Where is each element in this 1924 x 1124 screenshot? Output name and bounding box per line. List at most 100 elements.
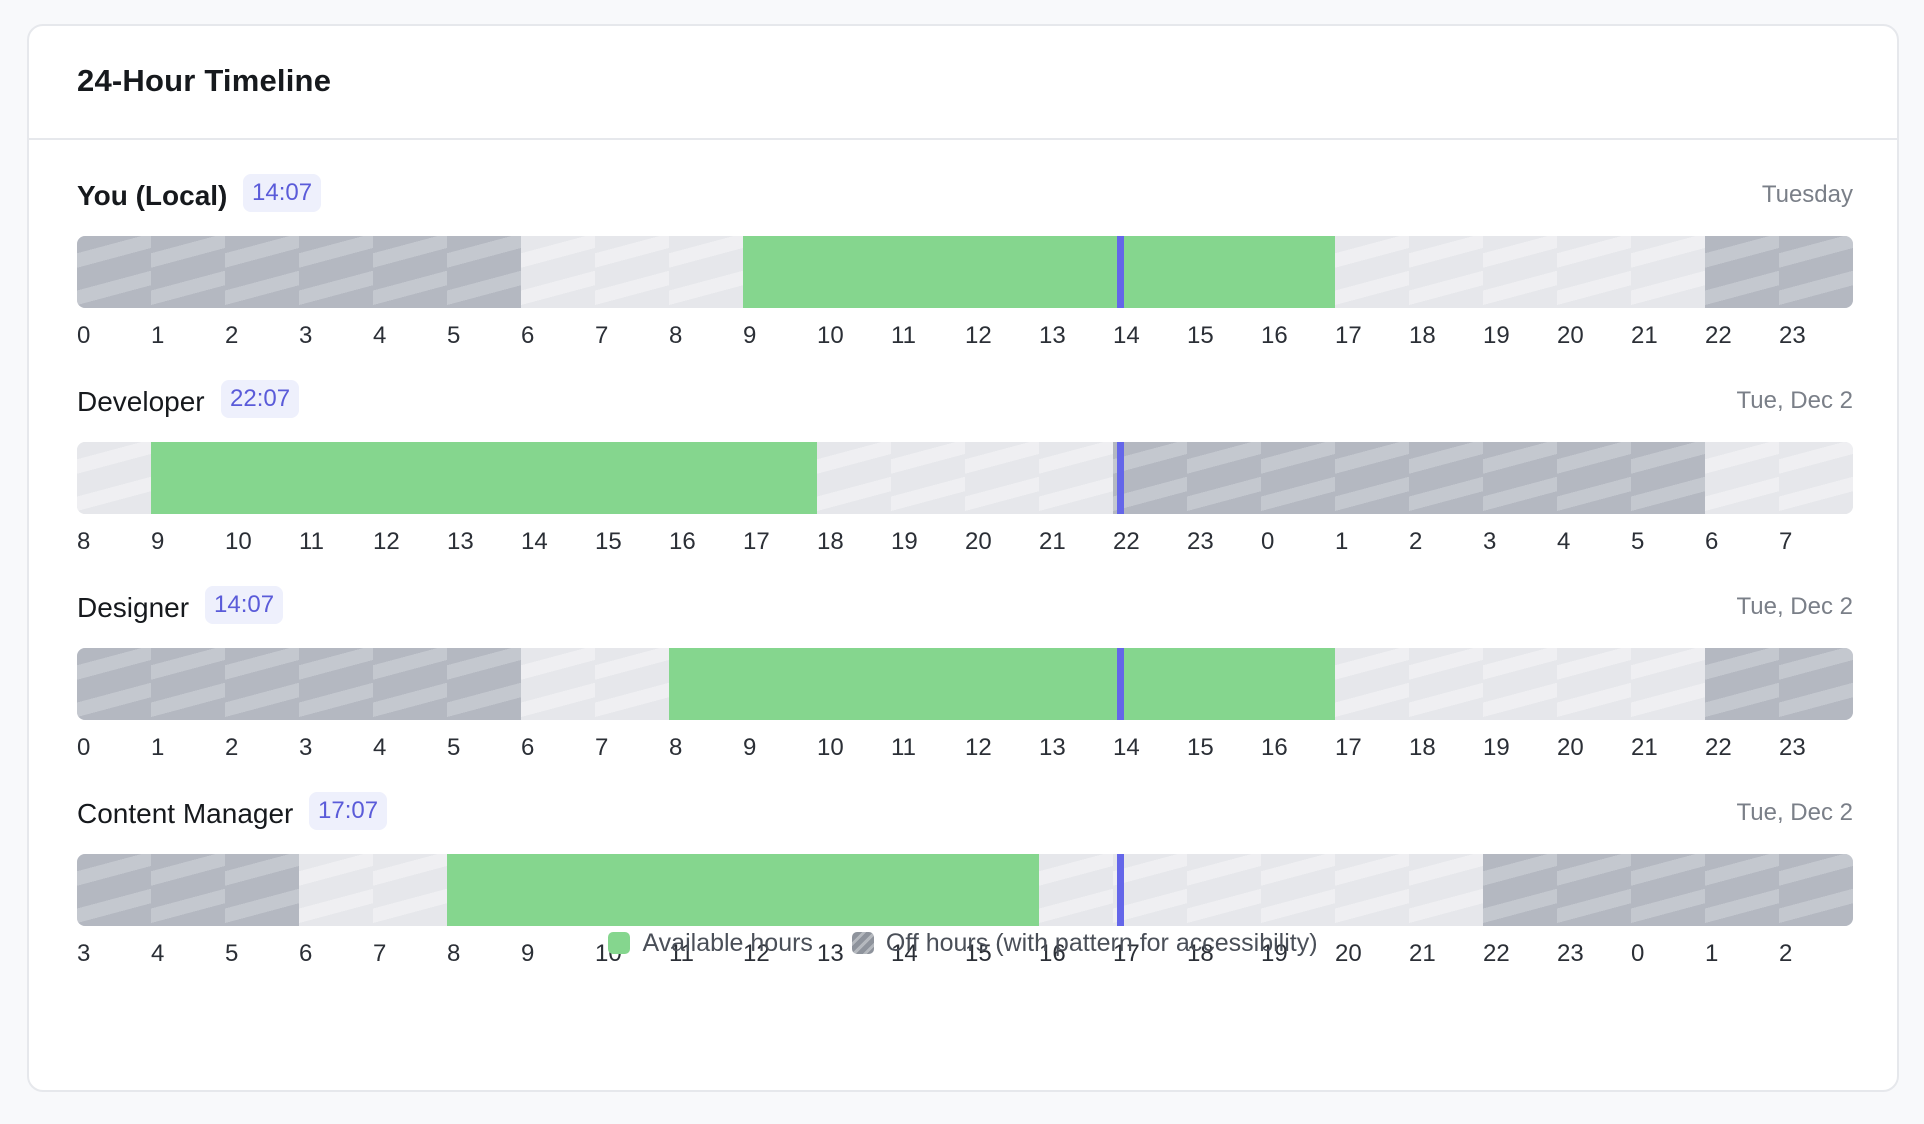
hour-cell-neutral xyxy=(1779,442,1853,514)
hour-tick-label: 13 xyxy=(1039,734,1066,761)
zone-day: Tue, Dec 2 xyxy=(1736,799,1854,826)
hour-tick-label: 21 xyxy=(1039,528,1066,555)
zone-name: You (Local) xyxy=(77,180,228,211)
zone-day: Tuesday xyxy=(1761,181,1853,208)
hour-tick-label: 20 xyxy=(965,528,992,555)
hour-cell-off xyxy=(1779,854,1853,926)
hour-tick-label: 13 xyxy=(447,528,474,555)
hour-cell-avail xyxy=(1187,648,1262,720)
hour-tick-label: 22 xyxy=(1113,528,1140,555)
hour-tick-label: 17 xyxy=(1335,734,1362,761)
hour-cell-avail xyxy=(743,648,818,720)
hour-tick-label: 14 xyxy=(1113,322,1140,349)
hour-ticks: 0 1 2 3 4 5 6 7 8 9 10 11 12 13 14 15 16 17 18 19 20 21 22 23 xyxy=(77,322,1853,352)
hour-cell-avail xyxy=(965,236,1040,308)
zone-name: Content Manager xyxy=(77,798,294,829)
hour-tick-label: 18 xyxy=(817,528,844,555)
hour-tick-label: 20 xyxy=(1557,322,1584,349)
hour-cell-off xyxy=(151,854,226,926)
hour-tick-label: 11 xyxy=(891,322,916,349)
hour-cell-off xyxy=(77,236,152,308)
hour-ticks: 8 9 10 11 12 13 14 15 16 17 18 19 20 21 22 23 0 1 2 3 4 5 6 7 xyxy=(77,528,1853,558)
hour-cell-off xyxy=(299,648,374,720)
hour-cell-avail xyxy=(1039,648,1114,720)
hour-cell-neutral xyxy=(1483,236,1558,308)
hour-cell-neutral xyxy=(1335,236,1410,308)
hour-cell-neutral xyxy=(1039,442,1114,514)
zone-row-designer: Designer 14:07 Tue, Dec 2 0 1 2 3 4 5 6 7 8 9 10 11… xyxy=(77,584,1853,790)
hour-cell-neutral xyxy=(1631,648,1706,720)
hour-tick-label: 19 xyxy=(891,528,918,555)
hour-tick-label: 22 xyxy=(1705,734,1732,761)
hour-tick-label: 18 xyxy=(1409,734,1436,761)
current-time-marker xyxy=(1117,236,1125,308)
hour-tick-label: 6 xyxy=(521,734,535,761)
hour-cell-off xyxy=(299,236,374,308)
hour-cell-avail xyxy=(965,854,1040,926)
hour-cell-neutral xyxy=(1631,236,1706,308)
hour-tick-label: 10 xyxy=(225,528,252,555)
hour-cell-avail xyxy=(743,854,818,926)
hour-tick-label: 7 xyxy=(595,322,609,349)
hour-bar xyxy=(77,236,1853,308)
hour-cell-avail xyxy=(817,236,892,308)
hour-tick-label: 5 xyxy=(225,940,239,967)
hour-cell-avail xyxy=(595,442,670,514)
hour-tick-label: 23 xyxy=(1779,322,1806,349)
hour-cell-off xyxy=(373,648,448,720)
hour-cell-off xyxy=(1779,648,1853,720)
hour-tick-label: 9 xyxy=(521,940,535,967)
hour-tick-label: 0 xyxy=(77,734,91,761)
hour-cell-off xyxy=(1113,442,1188,514)
hour-cell-off xyxy=(1705,648,1780,720)
hour-tick-label: 18 xyxy=(1187,940,1214,967)
hour-tick-label: 8 xyxy=(77,528,91,555)
hour-tick-label: 21 xyxy=(1631,734,1658,761)
hour-cell-avail xyxy=(669,442,744,514)
hour-cell-avail xyxy=(1039,236,1114,308)
hour-tick-label: 9 xyxy=(151,528,165,555)
hour-cell-off xyxy=(447,236,522,308)
hour-tick-label: 9 xyxy=(743,734,757,761)
hour-cell-neutral xyxy=(1409,236,1484,308)
hour-cell-off xyxy=(77,648,152,720)
zone-time-badge: 17:07 xyxy=(309,792,388,830)
hour-cell-avail xyxy=(743,236,818,308)
zone-day: Tue, Dec 2 xyxy=(1736,387,1854,414)
hour-cell-off xyxy=(151,236,226,308)
hour-cell-avail xyxy=(521,854,596,926)
hour-cell-neutral xyxy=(1409,648,1484,720)
hour-tick-label: 2 xyxy=(1409,528,1423,555)
hour-tick-label: 13 xyxy=(1039,322,1066,349)
hour-cell-neutral xyxy=(1557,236,1632,308)
hour-tick-label: 14 xyxy=(521,528,548,555)
hour-tick-label: 0 xyxy=(1261,528,1275,555)
hour-tick-label: 16 xyxy=(1261,322,1288,349)
hour-cell-off xyxy=(1557,854,1632,926)
hour-cell-avail xyxy=(299,442,374,514)
hour-cell-off xyxy=(1409,442,1484,514)
legend-available: Available hours xyxy=(608,929,813,958)
hour-cell-off xyxy=(447,648,522,720)
hour-tick-label: 12 xyxy=(373,528,400,555)
hour-cell-avail xyxy=(151,442,226,514)
hour-tick-label: 8 xyxy=(669,322,683,349)
hour-tick-label: 12 xyxy=(965,322,992,349)
hour-tick-label: 16 xyxy=(1261,734,1288,761)
hour-cell-off xyxy=(1335,442,1410,514)
hour-tick-label: 15 xyxy=(965,940,992,967)
hour-tick-label: 2 xyxy=(225,734,239,761)
hour-bar xyxy=(77,648,1853,720)
hour-tick-label: 6 xyxy=(299,940,313,967)
hour-cell-avail xyxy=(1187,236,1262,308)
hour-cell-neutral xyxy=(299,854,374,926)
hour-cell-avail xyxy=(965,648,1040,720)
hour-tick-label: 0 xyxy=(77,322,91,349)
hour-cell-avail xyxy=(373,442,448,514)
hour-tick-label: 15 xyxy=(1187,322,1214,349)
zone-row-you: You (Local) 14:07 Tuesday 0 1 2 3 4 5 6 7 8 9 10 11… xyxy=(77,172,1853,378)
hour-tick-label: 4 xyxy=(373,734,387,761)
hour-tick-label: 22 xyxy=(1483,940,1510,967)
hour-tick-label: 5 xyxy=(1631,528,1645,555)
available-swatch-icon xyxy=(608,931,631,954)
